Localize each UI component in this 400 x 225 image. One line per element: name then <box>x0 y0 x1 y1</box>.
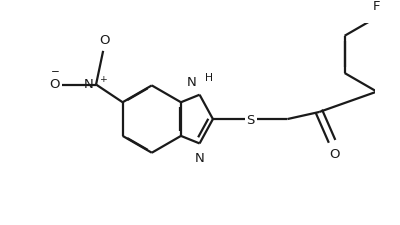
Text: N: N <box>186 75 196 88</box>
Text: N: N <box>84 78 93 91</box>
Text: O: O <box>329 148 340 161</box>
Text: O: O <box>100 34 110 47</box>
Text: +: + <box>99 74 106 83</box>
Text: −: − <box>51 66 60 76</box>
Text: H: H <box>205 73 213 83</box>
Text: S: S <box>246 113 254 126</box>
Text: O: O <box>49 78 60 91</box>
Text: F: F <box>373 0 380 13</box>
Text: N: N <box>195 151 204 164</box>
